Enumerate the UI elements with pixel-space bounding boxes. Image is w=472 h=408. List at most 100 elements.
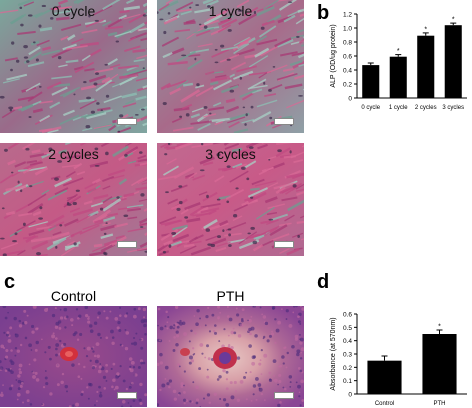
cell [65,385,68,388]
nucleus [227,59,231,61]
cell [193,354,195,356]
scale-bar [274,118,294,125]
cell [126,312,128,314]
cell [60,381,63,384]
cell [191,359,194,362]
cell [184,370,186,372]
micrograph-label: 0 cycle [0,3,147,19]
cell [289,375,292,378]
cell [286,366,288,368]
cell [45,382,48,385]
cell [125,347,128,350]
cell [300,352,302,354]
cell [250,371,252,373]
cell [228,335,230,337]
cell [214,324,217,327]
cell [134,373,137,376]
x-tick-label: 2 cycles [415,105,437,111]
cell [195,386,199,390]
cell [296,353,300,357]
micrograph-label: 3 cycles [157,146,304,162]
nucleus [247,232,250,234]
cell [157,325,159,327]
cell [53,332,55,334]
cell [105,364,108,367]
cell [124,329,126,331]
cell [80,393,83,396]
fiber [250,189,259,190]
cell [250,316,252,318]
cell [9,326,12,329]
cell [284,388,287,391]
cell [290,381,292,383]
nucleus [86,125,91,128]
cell [9,359,12,362]
cell [189,340,191,342]
cell [14,355,16,357]
cell [194,332,196,334]
cell [200,326,202,328]
cell [296,381,298,383]
fiber [218,168,229,169]
cell [282,387,284,389]
cell [9,387,12,390]
nucleus [179,116,182,118]
cell [78,375,81,378]
nucleus [206,228,210,232]
scale-bar [274,392,294,399]
cell [258,383,262,387]
cell [2,384,4,386]
cell [193,315,195,317]
micrograph-control [0,306,147,407]
cell [15,347,17,349]
cell [196,309,199,312]
cell [35,349,38,352]
cell [300,404,302,406]
scale-bar [274,241,294,248]
nucleus [169,244,172,247]
cell [45,376,48,379]
cell [72,404,74,406]
cell [260,359,262,361]
cell [261,349,263,351]
cell [26,390,30,394]
cell [100,337,102,339]
cell [199,318,201,320]
cell [144,333,147,336]
nucleus [73,202,77,205]
cell [41,338,43,340]
cell [111,368,113,370]
nucleus [105,222,107,224]
cell [97,311,101,315]
nucleus [204,106,208,109]
cell [10,368,12,370]
cell [183,332,187,336]
cell [223,398,226,401]
cell [226,378,228,380]
cell [41,403,43,405]
cell [253,384,256,387]
cell [106,317,109,320]
nucleus [228,29,232,32]
nucleus [163,102,167,105]
scale-bar [117,118,137,125]
cell [36,378,40,382]
cell [217,317,219,319]
cell [298,367,301,370]
nucleus [204,25,208,28]
cell [129,357,133,361]
cell [7,312,9,314]
cell [140,362,143,365]
cell [176,334,179,337]
cell [183,385,185,387]
cell [208,357,211,360]
cell [167,316,169,318]
cell [299,392,301,394]
nucleus [228,244,232,247]
cell [143,362,146,365]
nucleus [199,24,202,26]
cell [125,331,129,335]
nucleus [12,240,17,242]
y-tick-label: 0.8 [343,40,352,47]
cell [263,336,265,338]
